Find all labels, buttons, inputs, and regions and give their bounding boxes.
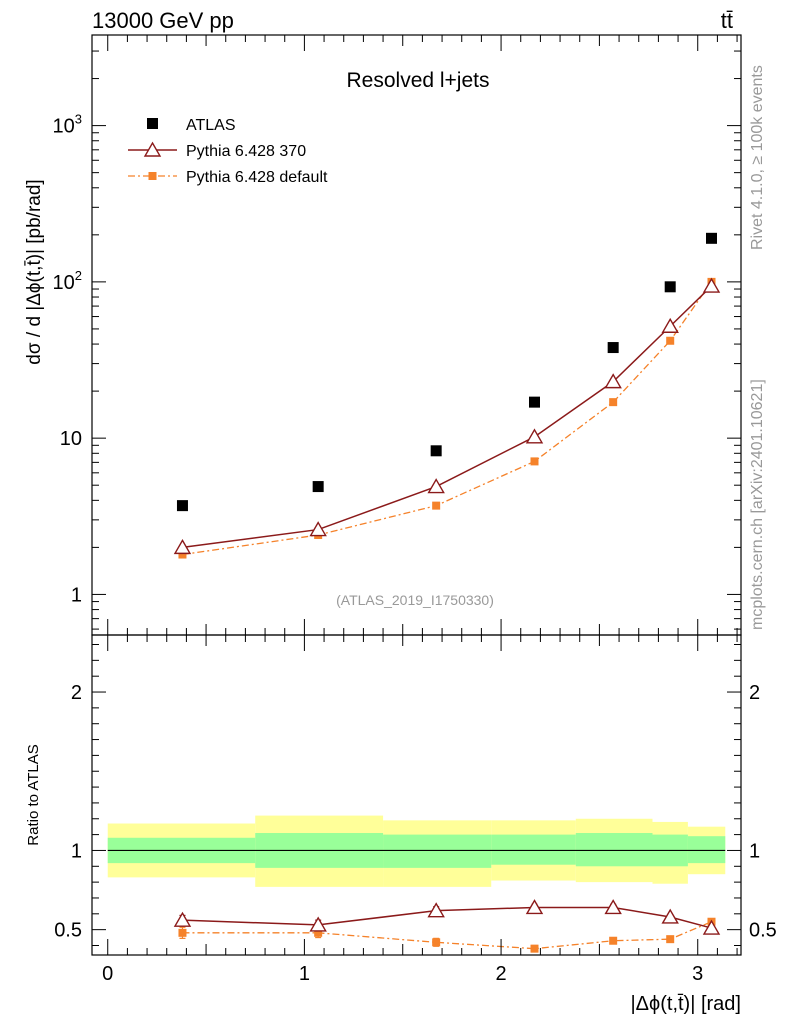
ratio-point-pythia-default bbox=[432, 938, 441, 947]
main-y-tick-label-base: 10 bbox=[53, 272, 75, 294]
ratio-panel: 0.5 0.5 1 1 2 2 0 1 2 3 Ratio to ATLAS |Δϕ(t,t̄)|… bbox=[25, 634, 777, 1015]
x-tick-label: 2 bbox=[496, 963, 507, 985]
data-point-atlas bbox=[176, 500, 188, 512]
data-point-pythia-default bbox=[666, 336, 675, 345]
ratio-band-inner bbox=[575, 833, 653, 867]
data-point-pythia-370 bbox=[309, 521, 327, 537]
ratio-point-pythia-370 bbox=[604, 899, 622, 915]
ratio-point-pythia-370 bbox=[525, 899, 544, 915]
ratio-point-pythia-default bbox=[314, 928, 323, 937]
data-point-pythia-370 bbox=[661, 317, 679, 333]
legend-marker-pythia-default bbox=[148, 172, 157, 180]
data-point-pythia-default bbox=[432, 501, 441, 510]
main-y-axis-label: dσ / d |Δϕ(t,t̄)| [pb/rad] bbox=[24, 179, 45, 364]
data-point-pythia-370 bbox=[427, 478, 445, 494]
legend: ATLAS Pythia 6.428 370 Pythia 6.428 defa… bbox=[128, 117, 328, 186]
ratio-band-inner bbox=[687, 836, 726, 864]
ratio-y-tick-label-left: 0.5 bbox=[54, 920, 82, 942]
main-y-tick-label-exp: 2 bbox=[75, 268, 82, 283]
ratio-y-axis-label: Ratio to ATLAS bbox=[25, 744, 42, 845]
ratio-panel-frame bbox=[91, 634, 742, 956]
ratio-point-pythia-default bbox=[666, 935, 675, 944]
ratio-y-tick-label-left: 1 bbox=[71, 840, 82, 862]
ratio-line-pythia-370 bbox=[182, 906, 712, 929]
main-y-tick-label-exp: 3 bbox=[75, 112, 82, 127]
ratio-point-pythia-370 bbox=[173, 911, 192, 927]
main-y-tick-label: 10 bbox=[60, 428, 82, 450]
ratio-point-pythia-370 bbox=[309, 916, 327, 932]
ratio-point-pythia-370 bbox=[702, 919, 721, 935]
ratio-uncertainty-bands bbox=[107, 815, 726, 887]
data-point-pythia-default bbox=[609, 398, 618, 407]
legend-marker-atlas bbox=[147, 118, 158, 129]
legend-marker-pythia-370 bbox=[143, 141, 162, 157]
legend-label-atlas: ATLAS bbox=[186, 117, 236, 134]
data-point-pythia-370 bbox=[702, 277, 721, 293]
ratio-point-pythia-default bbox=[178, 928, 187, 937]
ratio-band-inner bbox=[383, 834, 492, 868]
data-point-atlas bbox=[664, 281, 676, 293]
ratio-y-tick-label-left: 2 bbox=[71, 682, 82, 704]
ratio-series-layer bbox=[173, 899, 721, 953]
mcplots-reference-label: mcplots.cern.ch [arXiv:2401.10621] bbox=[749, 379, 766, 630]
x-tick-label: 1 bbox=[299, 963, 310, 985]
x-tick-label: 0 bbox=[102, 963, 113, 985]
x-tick-label: 3 bbox=[692, 963, 703, 985]
data-point-pythia-370 bbox=[525, 428, 544, 444]
main-y-tick-label-base: 10 bbox=[53, 116, 75, 138]
data-point-atlas bbox=[312, 481, 324, 493]
data-point-atlas bbox=[430, 445, 442, 457]
ratio-y-tick-label-right: 2 bbox=[749, 682, 760, 704]
ratio-point-pythia-370 bbox=[427, 902, 445, 918]
ratio-line-pythia-default bbox=[182, 921, 712, 950]
ratio-y-tick-label-right: 0.5 bbox=[749, 920, 777, 942]
data-point-pythia-default bbox=[530, 457, 539, 466]
rivet-version-label: Rivet 4.1.0, ≥ 100k events bbox=[749, 65, 766, 250]
series-line-pythia-default bbox=[182, 281, 713, 556]
series-line-pythia-370 bbox=[182, 285, 713, 549]
ratio-point-pythia-default bbox=[609, 936, 618, 945]
legend-label-pythia-370: Pythia 6.428 370 bbox=[186, 143, 306, 160]
ratio-point-pythia-default bbox=[530, 944, 539, 953]
header-energy-label: 13000 GeV pp bbox=[92, 8, 234, 33]
legend-label-pythia-default: Pythia 6.428 default bbox=[186, 169, 328, 186]
main-y-tick-label: 103 bbox=[53, 112, 82, 138]
data-point-atlas bbox=[529, 396, 540, 408]
main-title: Resolved l+jets bbox=[347, 69, 490, 92]
data-point-atlas bbox=[706, 232, 717, 244]
main-y-tick-label: 1 bbox=[71, 584, 82, 606]
main-series-layer bbox=[173, 232, 721, 559]
data-point-pythia-default bbox=[178, 550, 187, 559]
analysis-watermark: (ATLAS_2019_I1750330) bbox=[336, 592, 494, 608]
header-process-label: tt̄ bbox=[721, 8, 733, 33]
data-point-pythia-370 bbox=[173, 538, 192, 555]
data-point-atlas bbox=[607, 342, 619, 354]
ratio-axis-ticks: 0.5 0.5 1 1 2 2 0 1 2 3 bbox=[54, 635, 777, 985]
ratio-band-inner bbox=[491, 834, 576, 865]
ratio-y-tick-label-right: 1 bbox=[749, 840, 760, 862]
data-point-pythia-370 bbox=[604, 373, 622, 389]
ratio-point-pythia-370 bbox=[661, 908, 679, 924]
main-y-tick-label: 102 bbox=[53, 268, 82, 294]
x-axis-label: |Δϕ(t,t̄)| [rad] bbox=[630, 993, 741, 1015]
